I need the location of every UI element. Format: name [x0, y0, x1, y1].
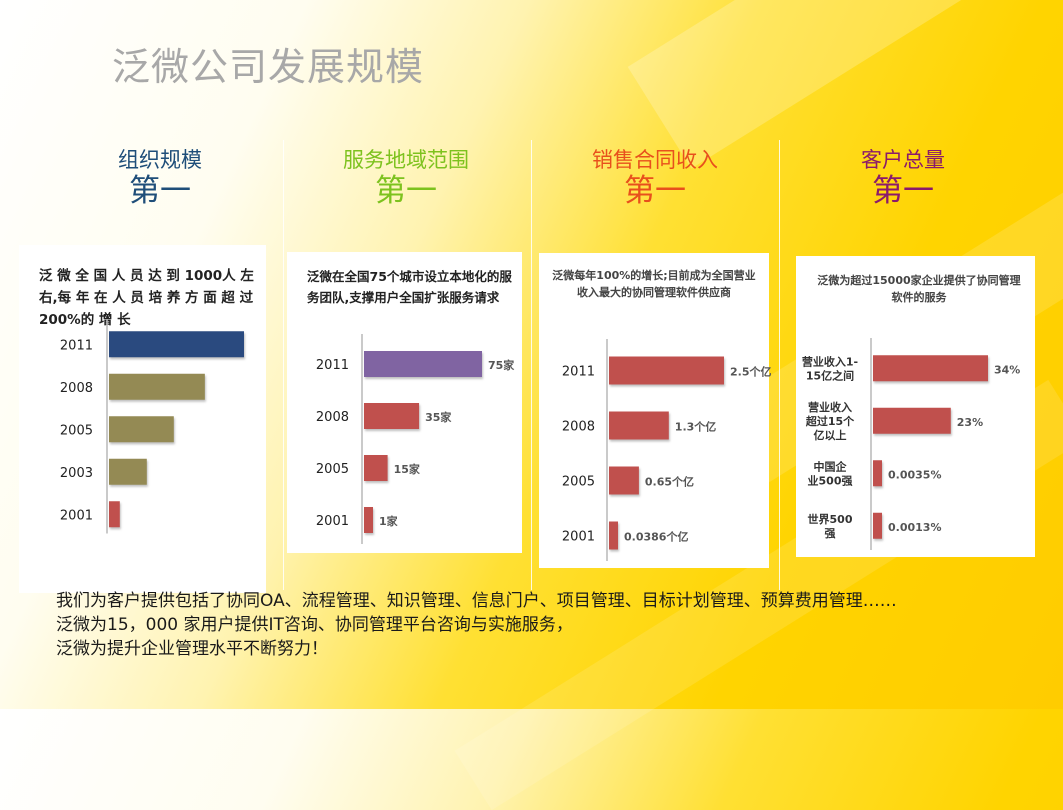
page-title: 泛微公司发展规模	[112, 45, 425, 89]
chart-bar	[364, 455, 388, 481]
card-description: 泛 微 全 国 人 员 达 到 1000人 左 右,每 年 在 人 员 培 养 …	[39, 268, 254, 328]
footer-text: 我们为客户提供包括了协同OA、流程管理、知识管理、信息门户、项目管理、目标计划管…	[56, 589, 897, 661]
column-divider	[283, 140, 284, 590]
chart-category-label: 营业收入1-15亿之间	[802, 354, 858, 382]
chart-category-label: 2001	[562, 530, 595, 545]
chart-data-label: 75家	[488, 358, 515, 372]
chart-bar	[609, 356, 724, 385]
chart-bar	[873, 512, 882, 539]
chart-bar	[109, 416, 174, 443]
chart-category-label: 2005	[316, 462, 349, 477]
chart-bar	[109, 331, 244, 358]
chart-card-service-area: 泛微在全国75个城市设立本地化的服务团队,支撑用户全国扩张服务请求 2011 75…	[287, 252, 522, 553]
chart-card-org-scale: 泛 微 全 国 人 员 达 到 1000人 左 右,每 年 在 人 员 培 养 …	[19, 245, 266, 593]
column-heading-service-area: 服务地域范围 第一	[276, 147, 536, 209]
chart-svg: 2011 2008 2005 2003 2001	[60, 319, 244, 534]
chart-svg: 2011 75家 2008 35家 2005 15家 2001 1家	[316, 334, 515, 544]
chart-bar	[109, 501, 120, 528]
column-heading-org-scale: 组织规模 第一	[30, 147, 290, 209]
chart-category-label: 2005	[562, 475, 595, 490]
chart-category-label: 2011	[316, 358, 349, 373]
chart-category-label: 营业收入超过15个亿以上	[805, 400, 855, 442]
chart-card-customer-total: 泛微为超过15000家企业提供了协同管理软件的服务 营业收入1-15亿之间 34%…	[796, 256, 1035, 557]
chart-data-label: 0.0013%	[888, 521, 941, 534]
chart-category-label: 2011	[562, 365, 595, 380]
chart-data-label: 0.65个亿	[645, 475, 694, 489]
column-heading-customer-total: 客户总量 第一	[773, 147, 1033, 209]
chart-bar	[364, 403, 420, 429]
chart-data-label: 34%	[994, 363, 1020, 376]
chart-category-label: 2011	[60, 338, 93, 353]
chart-bar	[609, 466, 639, 495]
chart-data-label: 1家	[379, 514, 399, 528]
chart-bar	[873, 460, 882, 487]
card-description: 泛微在全国75个城市设立本地化的服务团队,支撑用户全国扩张服务请求	[307, 269, 512, 305]
column-category: 客户总量	[861, 148, 945, 172]
chart-data-label: 35家	[425, 410, 452, 424]
chart-category-label: 2008	[562, 420, 595, 435]
column-heading-sales-revenue: 销售合同收入 第一	[525, 147, 785, 209]
footer-line: 泛微为提升企业管理水平不断努力！	[56, 639, 328, 659]
footer-line: 我们为客户提供包括了协同OA、流程管理、知识管理、信息门户、项目管理、目标计划管…	[56, 591, 897, 611]
chart-category-label: 世界500 强	[808, 512, 853, 540]
footer-line: 泛微为15，000 家用户提供IT咨询、协同管理平台咨询与实施服务，	[56, 615, 573, 635]
chart-bar	[873, 407, 951, 434]
chart-bar	[873, 355, 988, 382]
chart-category-label: 2008	[60, 381, 93, 396]
chart-bar	[109, 458, 147, 485]
chart-bar	[609, 521, 618, 550]
column-category: 服务地域范围	[343, 148, 469, 172]
chart-bar	[364, 507, 373, 533]
column-rank: 第一	[129, 173, 191, 209]
chart-category-label: 2003	[60, 466, 93, 481]
column-rank: 第一	[624, 173, 686, 209]
chart-category-label: 中国企业500强	[808, 459, 853, 487]
column-category: 组织规模	[118, 148, 202, 172]
chart-card-sales-revenue: 泛微每年100%的增长;目前成为全国营业收入最大的协同管理软件供应商 2011 2…	[539, 253, 772, 568]
chart-bar	[364, 351, 482, 377]
card-description: 泛微为超过15000家企业提供了协同管理软件的服务	[817, 274, 1021, 304]
chart-svg: 营业收入1-15亿之间 34% 营业收入超过15个亿以上 23% 中国企业500强 0.0…	[802, 338, 1020, 550]
chart-bar	[609, 411, 669, 440]
chart-data-label: 0.0386个亿	[624, 530, 688, 544]
chart-data-label: 2.5个亿	[730, 365, 772, 379]
column-rank: 第一	[872, 173, 934, 209]
chart-data-label: 23%	[957, 416, 983, 429]
chart-data-label: 0.0035%	[888, 468, 941, 481]
chart-bar	[109, 373, 205, 400]
chart-data-label: 15家	[394, 462, 421, 476]
chart-data-label: 1.3个亿	[675, 420, 717, 434]
column-divider	[779, 140, 780, 590]
column-divider	[531, 140, 532, 590]
card-description: 泛微每年100%的增长;目前成为全国营业收入最大的协同管理软件供应商	[552, 269, 756, 299]
chart-category-label: 2001	[316, 514, 349, 529]
chart-category-label: 2005	[60, 423, 93, 438]
column-rank: 第一	[375, 173, 437, 209]
chart-category-label: 2008	[316, 410, 349, 425]
chart-category-label: 2001	[60, 508, 93, 523]
chart-svg: 2011 2.5个亿 2008 1.3个亿 2005 0.65个亿 2001 0.0386个亿	[562, 339, 772, 561]
column-category: 销售合同收入	[592, 148, 718, 172]
